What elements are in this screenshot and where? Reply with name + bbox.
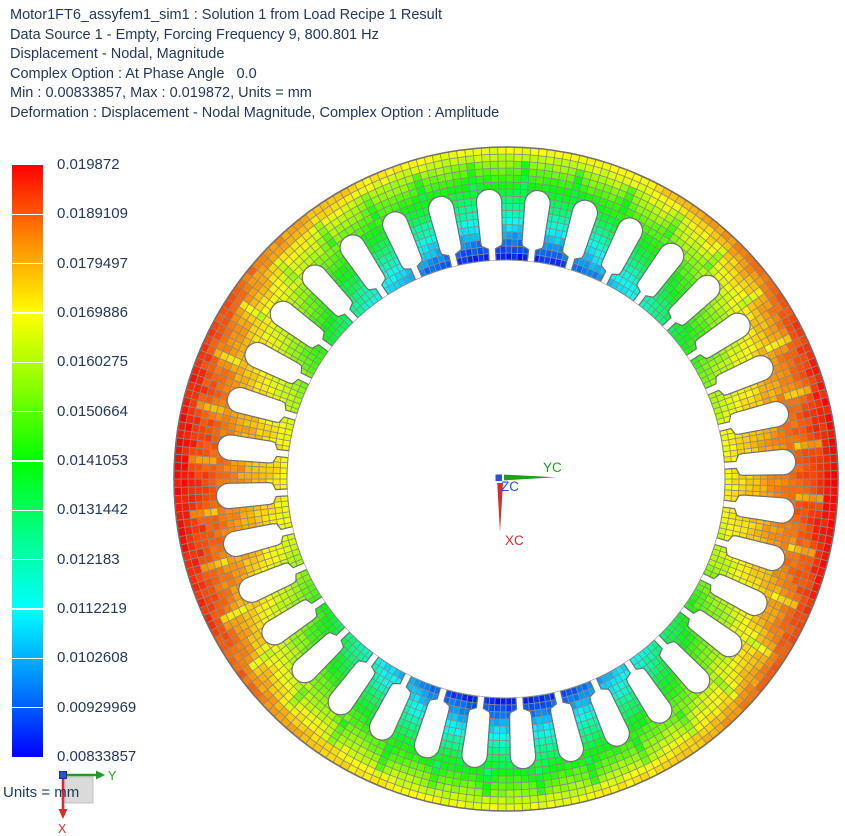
legend-label: 0.0141053 <box>57 452 128 469</box>
legend-segment-separator <box>12 706 43 709</box>
xc-axis-label: XC <box>505 533 524 548</box>
color-legend: 0.019872 0.0189109 0.0179497 0.0169886 0.016… <box>0 0 190 836</box>
legend-segment-separator <box>12 509 43 512</box>
legend-label: 0.0160275 <box>57 353 128 371</box>
x-axis-arrowhead <box>58 809 68 819</box>
legend-label: 0.0131442 <box>57 501 128 519</box>
y-axis-label: Y <box>108 769 117 783</box>
stator-outline <box>173 146 839 812</box>
units-label: Units = mm <box>3 784 80 801</box>
view-triad: YX <box>58 769 117 836</box>
triad-plane <box>64 776 94 804</box>
legend-label: 0.0189109 <box>57 205 128 223</box>
y-axis-arrowhead <box>96 770 105 780</box>
legend-segment-separator <box>12 657 43 660</box>
legend-label: 0.00833857 <box>57 748 137 765</box>
stator-slots <box>215 188 797 770</box>
header-line: Motor1FT6_assyfem1_sim1 : Solution 1 fro… <box>10 7 442 23</box>
legend-segment-separator <box>12 558 43 561</box>
legend-segment-separator <box>12 213 43 216</box>
header-line: Data Source 1 - Empty, Forcing Frequency… <box>10 26 379 43</box>
zc-axis-label: ZC <box>501 479 519 494</box>
legend-label: 0.0169886 <box>57 304 128 321</box>
legend-label: 0.0102608 <box>57 649 128 667</box>
legend-segment-separator <box>12 361 43 364</box>
xc-axis-arrow[interactable] <box>497 483 503 532</box>
legend-segment-separator <box>12 262 43 265</box>
yc-axis-label: YC <box>543 460 562 475</box>
header-line: Min : 0.00833857, Max : 0.019872, Units … <box>10 85 312 101</box>
legend-segment-separator <box>12 460 43 462</box>
legend-segment-separator <box>12 608 43 610</box>
x-axis-label: X <box>58 822 67 836</box>
result-header: Motor1FT6_assyfem1_sim1 : Solution 1 fro… <box>10 6 499 123</box>
legend-color-bar[interactable] <box>12 165 43 757</box>
legend-label: 0.0179497 <box>57 254 128 272</box>
legend-label: 0.012183 <box>57 550 120 568</box>
legend-label: 0.00929969 <box>57 698 137 716</box>
legend-segment-separator <box>12 312 43 314</box>
header-line: Displacement - Nodal, Magnitude <box>10 46 225 62</box>
wcs-triad[interactable]: YC ZC XC <box>495 460 563 548</box>
legend-label: 0.0150664 <box>57 402 128 420</box>
legend-label: 0.0112219 <box>57 600 127 617</box>
header-line: Complex Option : At Phase Angle 0.0 <box>10 65 257 82</box>
legend-segment-separator <box>12 410 43 413</box>
yc-axis-arrow[interactable] <box>504 474 556 481</box>
zc-axis-dot[interactable] <box>495 474 503 482</box>
legend-label: 0.019872 <box>57 156 120 173</box>
header-line: Deformation : Displacement - Nodal Magni… <box>10 104 500 121</box>
z-axis-dot <box>59 771 67 779</box>
